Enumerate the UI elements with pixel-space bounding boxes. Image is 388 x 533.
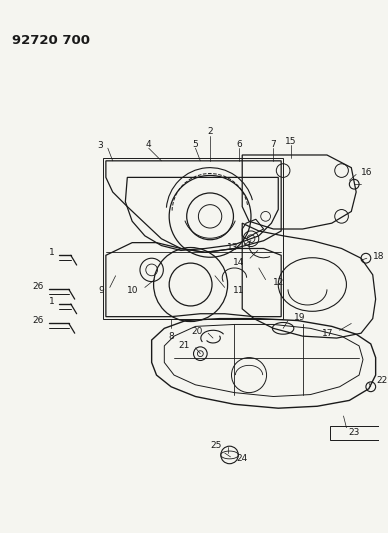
Text: 14: 14 <box>233 257 244 266</box>
Text: 92720 700: 92720 700 <box>12 34 90 47</box>
Text: 3: 3 <box>97 141 103 150</box>
Text: 17: 17 <box>322 329 334 338</box>
Text: 18: 18 <box>373 252 384 261</box>
Text: 25: 25 <box>210 441 222 450</box>
Text: 16: 16 <box>361 168 372 177</box>
Text: 4: 4 <box>146 140 152 149</box>
Text: 2: 2 <box>207 127 213 136</box>
Text: 1: 1 <box>48 248 54 257</box>
Text: 26: 26 <box>32 316 43 325</box>
Text: 20: 20 <box>191 327 202 336</box>
Text: 15: 15 <box>285 137 297 146</box>
Text: 11: 11 <box>232 286 244 295</box>
Text: 9: 9 <box>98 286 104 295</box>
Text: 10: 10 <box>126 286 138 295</box>
Text: 13: 13 <box>227 243 238 252</box>
Text: 24: 24 <box>236 454 248 463</box>
Text: 5: 5 <box>192 140 198 149</box>
Text: 22: 22 <box>377 376 388 385</box>
Text: 19: 19 <box>294 313 305 322</box>
Text: 26: 26 <box>32 282 43 291</box>
Text: 7: 7 <box>270 140 276 149</box>
Text: 1: 1 <box>48 296 54 305</box>
Text: 6: 6 <box>236 140 242 149</box>
Text: 12: 12 <box>274 278 285 287</box>
Text: 21: 21 <box>178 341 190 350</box>
Text: 23: 23 <box>348 428 360 437</box>
Text: 8: 8 <box>168 332 174 341</box>
